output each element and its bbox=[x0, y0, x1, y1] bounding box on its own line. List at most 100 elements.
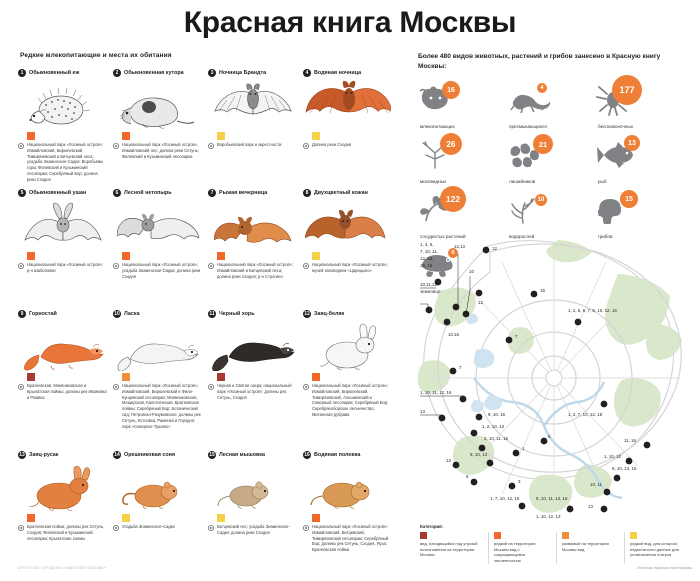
card-number: 12 bbox=[303, 309, 311, 318]
stat-value: 177 bbox=[619, 85, 635, 96]
animal-card[interactable]: 1 Обыкновенный еж bbox=[18, 67, 113, 182]
svg-text:10: 10 bbox=[469, 269, 474, 274]
card-row-2: 5 Обыкновенный ушан bbox=[18, 187, 400, 308]
weasel-icon bbox=[113, 319, 202, 371]
card-number: 2 bbox=[113, 68, 121, 77]
lichen-icon: 21 bbox=[507, 134, 596, 174]
water-vole-icon bbox=[303, 460, 392, 512]
animal-card[interactable]: 9 Горностай bbox=[18, 308, 113, 444]
habitat-text: Национальный парк «Лосиный остров»; Изма… bbox=[217, 262, 294, 279]
svg-text:9, 10, 13: 9, 10, 13 bbox=[470, 452, 488, 457]
habitat-text: Усадьба Знаменское-Садки bbox=[122, 524, 175, 529]
card-title: Ночница Брандта bbox=[219, 69, 267, 76]
svg-text:12: 12 bbox=[446, 458, 451, 463]
stat-bubble: 4 bbox=[537, 83, 547, 94]
animal-card[interactable]: 11 Черный хорь bbox=[208, 308, 303, 444]
card-header: 3 Ночница Брандта bbox=[208, 67, 297, 78]
legend-item: вид, находящийся под угрозой исчезновени… bbox=[420, 532, 488, 564]
stat-label: рыб bbox=[598, 179, 607, 185]
legend-text: редкий вид, для которого недостаточно да… bbox=[630, 541, 679, 558]
category-swatch bbox=[217, 514, 225, 522]
legend-text: редкий на территории Москвы вид с сокращ… bbox=[494, 541, 536, 564]
habitat-text: Долина реки Сходня bbox=[312, 142, 352, 147]
habitat-block: Национальный парк «Лосиный остров»; усад… bbox=[113, 262, 202, 279]
moscow-map[interactable]: 12 1, 4, 6, 7, 10, 11, 12, 13, 15, 16 10… bbox=[418, 228, 690, 520]
legend-swatch bbox=[630, 532, 637, 539]
category-swatch bbox=[217, 373, 225, 381]
card-title: Лесная мышовка bbox=[219, 451, 265, 458]
stat-bubble: 122 bbox=[440, 186, 466, 213]
animal-card[interactable]: 3 Ночница Брандта bbox=[208, 67, 303, 182]
animal-card[interactable]: 5 Обыкновенный ушан bbox=[18, 187, 113, 303]
card-number: 10 bbox=[113, 309, 121, 318]
svg-text:7: 7 bbox=[459, 365, 462, 370]
animal-card[interactable]: 6 Лесной нетопырь bbox=[113, 187, 208, 303]
stat-item: 8 земноводных bbox=[418, 246, 507, 301]
svg-text:9, 10, 16: 9, 10, 16 bbox=[488, 412, 506, 417]
brown-hare-icon bbox=[18, 460, 107, 512]
location-pin-icon bbox=[303, 262, 309, 269]
card-header: 12 Заяц-беляк bbox=[303, 308, 392, 319]
location-pin-icon bbox=[208, 383, 214, 390]
stat-item: 15 грибов bbox=[596, 190, 685, 246]
card-header: 16 Водяная полевка bbox=[303, 449, 392, 460]
animal-card[interactable]: 8 Двухцветный кожан bbox=[303, 187, 398, 303]
stat-bubble: 177 bbox=[612, 75, 642, 106]
stat-item: 122 сосудистых растений bbox=[418, 186, 507, 246]
location-pin-icon bbox=[18, 142, 24, 149]
animal-card[interactable]: 4 Водяная ночница bbox=[303, 67, 398, 182]
animal-card[interactable]: 12 Заяц-беляк bbox=[303, 308, 398, 444]
animal-card[interactable]: 15 Лесная мышовка bbox=[208, 449, 303, 539]
svg-text:1, 2, 10, 13: 1, 2, 10, 13 bbox=[482, 424, 505, 429]
card-header: 2 Обыкновенная кутора bbox=[113, 67, 202, 78]
stat-value: 8 bbox=[451, 250, 455, 257]
habitat-text: Национальный парк «Лосиный остров»; Изма… bbox=[312, 383, 389, 418]
svg-text:7: 7 bbox=[515, 334, 518, 339]
animal-card[interactable]: 14 Орешниковая соня bbox=[113, 449, 208, 539]
card-row-4: 13 Заяц-русак bbox=[18, 449, 400, 552]
svg-text:1, 10, 11, 12, 16: 1, 10, 11, 12, 16 bbox=[420, 390, 452, 395]
habitat-block: Национальный парк «Лосиный остров»; Изма… bbox=[113, 383, 202, 430]
stat-value: 13 bbox=[628, 139, 636, 147]
card-number: 6 bbox=[113, 188, 121, 197]
habitat-block: Братеевская пойма; долины рек Сетунь, Сх… bbox=[18, 524, 107, 541]
stat-label: земноводных bbox=[420, 289, 449, 295]
card-title: Двухцветный кожан bbox=[314, 189, 368, 196]
svg-text:10, 11: 10, 11 bbox=[590, 482, 602, 487]
card-header: 8 Двухцветный кожан bbox=[303, 187, 392, 198]
stat-item: 16 млекопитающих bbox=[418, 81, 507, 136]
location-pin-icon bbox=[113, 383, 119, 390]
svg-text:5: 5 bbox=[548, 434, 551, 439]
svg-text:12: 12 bbox=[492, 246, 497, 251]
habitat-text: Национальный парк «Лосиный остров»; музе… bbox=[312, 262, 389, 273]
location-pin-icon bbox=[303, 142, 309, 149]
card-number: 8 bbox=[303, 188, 311, 197]
location-pin-icon bbox=[113, 524, 119, 531]
card-title: Обыкновенный ушан bbox=[29, 189, 87, 196]
animal-card[interactable]: 7 Рыжая вечерница bbox=[208, 187, 303, 303]
animal-card[interactable]: 10 Ласка Наци bbox=[113, 308, 208, 444]
location-pin-icon bbox=[18, 524, 24, 531]
category-swatch bbox=[122, 132, 130, 140]
noctule-icon bbox=[208, 198, 297, 250]
legend-item: редкий вид, для которого недостаточно да… bbox=[624, 532, 692, 564]
stat-label: моховидных bbox=[420, 179, 447, 185]
card-title: Обыкновенный еж bbox=[29, 69, 80, 76]
algae-icon: 10 bbox=[507, 191, 596, 229]
location-pin-icon bbox=[303, 383, 309, 390]
category-swatch bbox=[122, 373, 130, 381]
animal-card[interactable]: 16 Водяная полевка bbox=[303, 449, 398, 552]
legend-swatch bbox=[562, 532, 569, 539]
habitat-text: Воробьевский парк и окрестности bbox=[217, 142, 282, 147]
water-shrew-icon bbox=[113, 78, 202, 130]
amphibian-icon: 8 bbox=[418, 246, 507, 284]
card-number: 7 bbox=[208, 188, 216, 197]
habitat-text: Братеевская, Мневниковская и Крылатская … bbox=[27, 383, 107, 400]
habitat-block: Национальный парк «Лосиный остров»; р-н … bbox=[18, 262, 107, 274]
habitat-text: Национальный парк «Лосиный остров»; Изма… bbox=[312, 524, 389, 553]
card-title: Заяц-русак bbox=[29, 451, 59, 458]
habitat-block: Национальный парк «Лосиный остров»; Изма… bbox=[18, 142, 107, 183]
animal-card[interactable]: 13 Заяц-русак bbox=[18, 449, 113, 541]
animal-card[interactable]: 2 Обыкновенная кутора bbox=[113, 67, 208, 182]
category-swatch bbox=[312, 373, 320, 381]
